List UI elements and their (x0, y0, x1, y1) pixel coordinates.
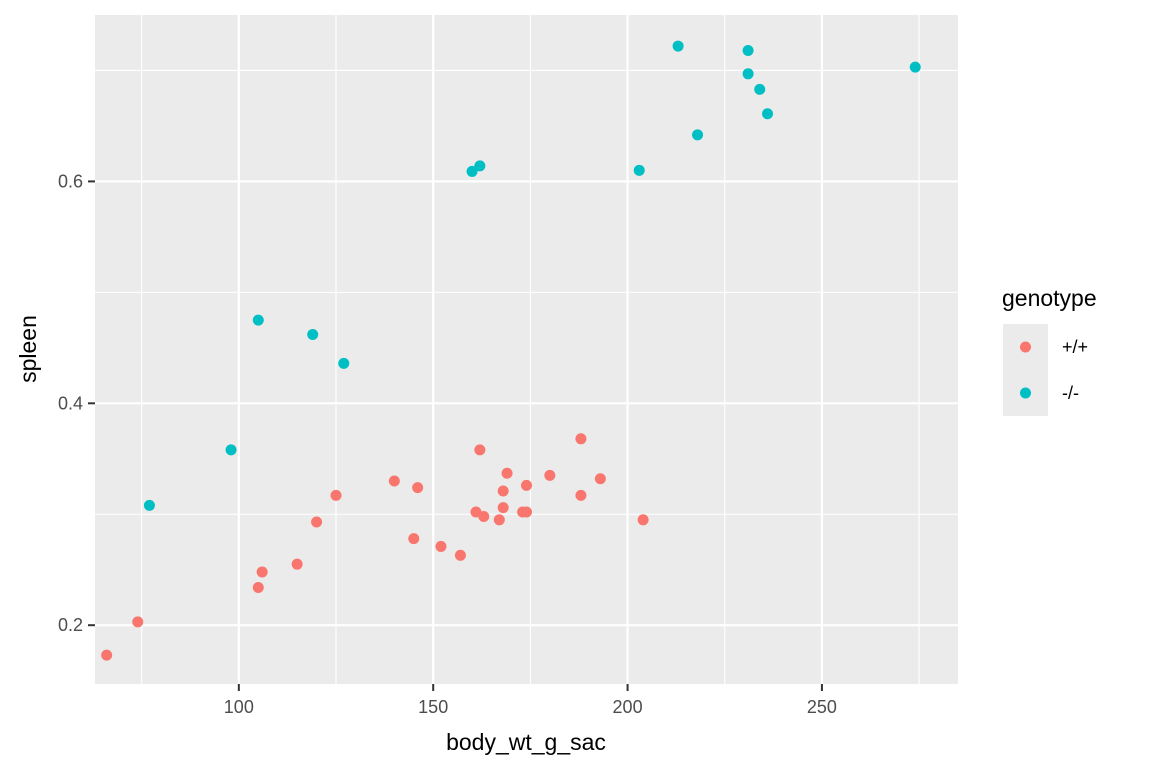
data-point-wildtype (575, 433, 587, 445)
legend-key-marker (1020, 387, 1031, 399)
data-point-knockout (909, 61, 921, 73)
x-tick-label: 200 (613, 697, 643, 717)
x-axis-title: body_wt_g_sac (446, 729, 606, 755)
data-point-wildtype (521, 506, 532, 518)
data-point-wildtype (291, 558, 303, 570)
data-point-wildtype (478, 510, 490, 522)
data-point-wildtype (408, 533, 420, 545)
data-point-wildtype (252, 581, 264, 593)
data-point-knockout (633, 164, 645, 176)
data-point-knockout (225, 444, 237, 456)
data-point-wildtype (497, 485, 509, 497)
grid-major (95, 15, 958, 684)
data-point-knockout (143, 499, 155, 511)
data-point-knockout (762, 108, 774, 120)
data-point-knockout (692, 129, 704, 141)
x-tick-label: 250 (807, 697, 837, 717)
plot-panel (95, 15, 958, 684)
data-point-wildtype (256, 566, 268, 578)
y-axis-title: spleen (15, 315, 41, 383)
data-point-wildtype (388, 475, 400, 487)
data-point-wildtype (493, 514, 505, 526)
x-tick-label: 100 (224, 697, 254, 717)
legend-key-marker (1020, 341, 1031, 353)
data-point-wildtype (575, 489, 587, 501)
data-point-wildtype (521, 479, 532, 491)
data-point-knockout (466, 165, 478, 177)
y-tick-label: 0.6 (58, 171, 83, 191)
data-point-wildtype (454, 549, 466, 561)
y-tick-label: 0.2 (58, 615, 83, 635)
y-axis: 0.2 0.4 0.6 (58, 171, 95, 635)
x-axis: 100 150 200 250 (224, 684, 837, 717)
legend: genotype +/+ -/- (1002, 285, 1097, 416)
y-tick-label: 0.4 (58, 393, 83, 413)
data-point-knockout (252, 314, 264, 326)
data-point-knockout (474, 160, 486, 172)
data-point-knockout (672, 40, 684, 52)
data-point-wildtype (101, 649, 113, 661)
data-point-wildtype (474, 444, 486, 456)
data-point-wildtype (501, 467, 513, 479)
legend-label: -/- (1062, 383, 1079, 403)
data-point-wildtype (311, 516, 323, 528)
data-point-wildtype (497, 502, 509, 514)
data-point-knockout (307, 329, 319, 341)
data-point-wildtype (435, 540, 447, 552)
data-point-wildtype (132, 616, 144, 628)
data-point-wildtype (594, 473, 606, 485)
data-points (101, 40, 921, 661)
data-point-knockout (742, 45, 754, 57)
data-point-knockout (742, 68, 754, 80)
data-point-wildtype (544, 469, 556, 481)
data-point-wildtype (637, 514, 649, 526)
data-point-wildtype (330, 489, 342, 501)
legend-title: genotype (1002, 285, 1097, 311)
legend-label: +/+ (1062, 337, 1088, 357)
data-point-wildtype (412, 482, 424, 494)
data-point-knockout (754, 83, 766, 95)
data-point-knockout (338, 357, 350, 369)
x-tick-label: 150 (418, 697, 448, 717)
